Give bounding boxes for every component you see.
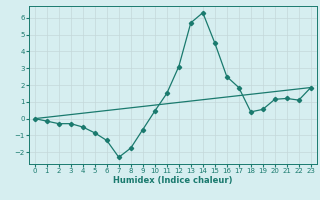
X-axis label: Humidex (Indice chaleur): Humidex (Indice chaleur)	[113, 176, 233, 185]
